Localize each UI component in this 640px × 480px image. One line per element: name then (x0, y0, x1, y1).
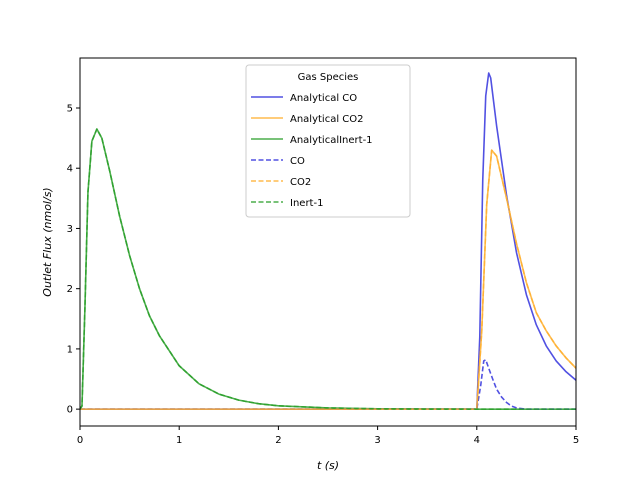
legend-entry-label: Analytical CO2 (290, 114, 364, 125)
y-tick-label: 3 (67, 224, 73, 235)
legend: Gas Species Analytical CO Analytical CO2 An… (245, 64, 411, 218)
legend-title: Gas Species (298, 72, 359, 83)
y-axis-ticks: 0 1 2 3 4 5 (67, 103, 80, 416)
y-tick-label: 0 (67, 405, 73, 416)
y-tick-label: 4 (67, 164, 73, 175)
x-axis-label: t (s) (317, 459, 339, 472)
series-line-analytical-co (80, 72, 576, 410)
series-line-analyticalinert-1 (80, 128, 576, 410)
x-tick-label: 3 (374, 435, 380, 446)
series-line-co2 (80, 149, 576, 410)
y-tick-label: 2 (67, 284, 73, 295)
y-tick-label: 5 (67, 103, 73, 114)
x-tick-label: 0 (77, 435, 83, 446)
series-line-co (80, 358, 576, 410)
x-axis-ticks: 0 1 2 3 4 5 (77, 426, 579, 446)
legend-entry-label: CO (290, 156, 305, 167)
legend-box (245, 64, 411, 218)
legend-entry-label: AnalyticalInert-1 (290, 135, 373, 146)
x-tick-label: 4 (474, 435, 480, 446)
legend-entry-label: Analytical CO (290, 93, 357, 104)
y-axis-label: Outlet Flux (nmol/s) (41, 187, 54, 296)
plot-frame (79, 57, 577, 427)
series-layer (80, 72, 576, 410)
x-tick-label: 1 (176, 435, 182, 446)
legend-entry-label: CO2 (290, 177, 311, 188)
legend-entry-label: Inert-1 (290, 198, 323, 209)
x-tick-label: 2 (275, 435, 281, 446)
y-tick-label: 1 (67, 344, 73, 355)
x-tick-label: 5 (573, 435, 579, 446)
